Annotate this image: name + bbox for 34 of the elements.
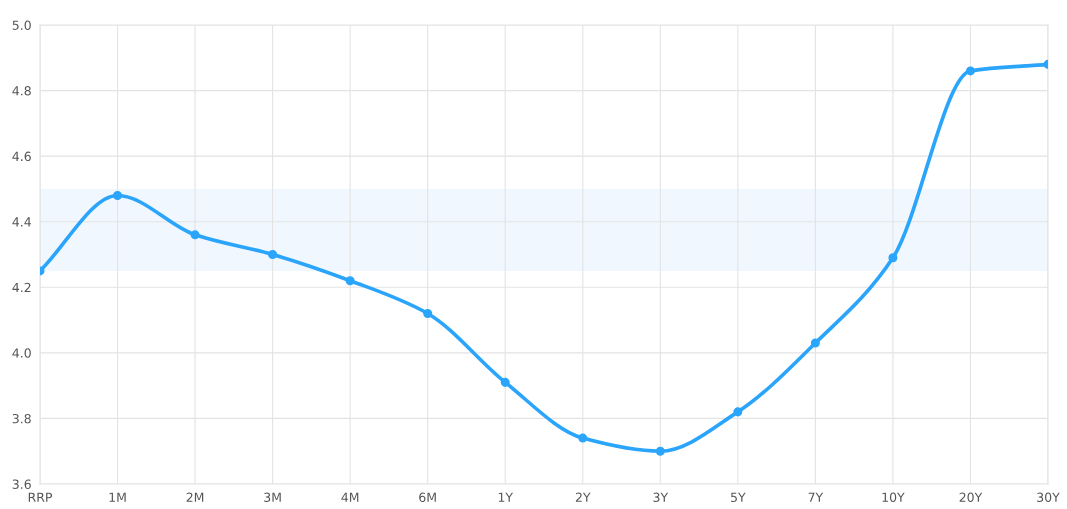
x-tick-label: 6M bbox=[419, 492, 436, 503]
x-tick-label: 3M bbox=[264, 492, 281, 503]
x-tick-label: 7Y bbox=[808, 492, 824, 502]
point bbox=[500, 377, 510, 387]
x-tick-label: 2M bbox=[186, 492, 204, 502]
y-tick-label: 4.2 bbox=[12, 282, 31, 293]
y-tick-label: 3.8 bbox=[12, 413, 31, 424]
point bbox=[423, 308, 433, 319]
point bbox=[810, 338, 820, 348]
point bbox=[190, 230, 200, 240]
point bbox=[345, 276, 355, 286]
x-tick-label: 1M bbox=[109, 492, 126, 502]
y-tick-label: 3.6 bbox=[12, 479, 31, 489]
point bbox=[733, 407, 743, 417]
x-tick-label: RRP bbox=[28, 492, 53, 502]
point bbox=[888, 253, 898, 263]
y-tick-label: 5.0 bbox=[12, 20, 31, 30]
x-tick-label: 4M bbox=[341, 492, 359, 502]
x-tick-label: 2Y bbox=[575, 492, 591, 502]
y-tick-label: 4.0 bbox=[12, 348, 31, 358]
y-tick-label: 4.4 bbox=[12, 217, 31, 227]
point bbox=[578, 433, 588, 443]
point bbox=[965, 66, 975, 76]
point bbox=[113, 190, 123, 201]
x-tick-label: 30Y bbox=[1037, 492, 1060, 503]
x-tick-label: 5Y bbox=[731, 492, 746, 503]
x-tick-label: 10Y bbox=[882, 492, 905, 503]
point bbox=[655, 446, 665, 456]
x-tick-label: 20Y bbox=[959, 492, 983, 503]
y-tick-label: 4.6 bbox=[12, 151, 31, 162]
point bbox=[268, 249, 278, 260]
y-tick-label: 4.8 bbox=[12, 86, 31, 96]
x-tick-label: 1Y bbox=[498, 492, 514, 502]
x-tick-label: 3Y bbox=[653, 492, 669, 503]
